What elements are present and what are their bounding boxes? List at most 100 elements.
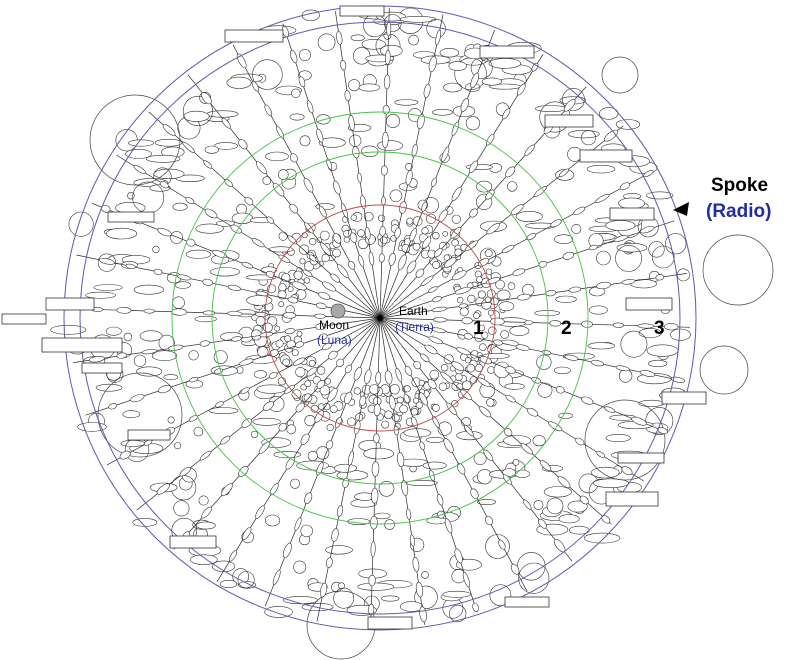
belt-ellipse [264, 606, 293, 618]
spoke-ellipse [99, 258, 115, 265]
spoke-ellipse [526, 233, 537, 241]
spoke-ellipse [202, 310, 215, 316]
cluster-circle [442, 231, 449, 237]
scatter-ellipse [381, 595, 400, 602]
spoke-ellipse [424, 344, 438, 355]
spoke-ellipse [326, 158, 333, 170]
scatter-ellipse [586, 164, 616, 174]
spoke-ellipse [306, 367, 318, 377]
large-circle [699, 345, 749, 395]
spoke-ellipse [382, 104, 390, 115]
cluster-circle [476, 276, 483, 283]
spoke-ellipse [655, 274, 665, 281]
spoke-ellipse [272, 569, 281, 586]
scatter-ellipse [194, 315, 217, 323]
spoke-ellipse [240, 387, 250, 394]
spoke-ellipse [314, 410, 324, 423]
scatter-circle [348, 79, 361, 92]
spoke-ellipse [510, 563, 520, 575]
scatter-ellipse [216, 220, 236, 227]
belt-ellipse [357, 582, 395, 591]
belt-ellipse [122, 410, 141, 419]
perimeter-box [544, 114, 594, 128]
large-circle [601, 56, 639, 94]
spoke-ellipse [256, 161, 267, 175]
spoke-ellipse [278, 254, 291, 263]
scatter-ellipse [515, 469, 530, 479]
spoke-ellipse [440, 371, 454, 384]
belt-circle [562, 88, 585, 111]
cluster-circle [472, 312, 480, 320]
belt-circle [665, 233, 687, 255]
spoke-line [136, 317, 381, 511]
cluster-circle [301, 232, 308, 239]
cluster-circle [318, 403, 325, 410]
cluster-circle [477, 290, 486, 299]
belt-circle [333, 587, 355, 609]
scatter-ellipse [553, 366, 571, 375]
scatter-circle [278, 231, 288, 241]
spoke-ellipse [441, 146, 450, 162]
spoke-ellipse [393, 426, 400, 436]
cluster-circle [319, 385, 330, 396]
belt-circle [677, 268, 690, 282]
spoke-ellipse [373, 433, 380, 444]
scatter-ellipse [422, 461, 447, 470]
perimeter-box [367, 616, 413, 630]
cluster-circle [500, 330, 509, 339]
spoke-ellipse [526, 407, 539, 417]
scatter-ellipse [558, 412, 573, 419]
spoke-label: Spoke [711, 175, 769, 196]
spoke-ellipse [639, 370, 656, 377]
spoke-ellipse [320, 582, 328, 598]
cluster-circle [421, 227, 429, 235]
belt-ellipse [605, 433, 631, 442]
spoke-ellipse [477, 377, 491, 387]
spoke-ellipse [579, 495, 589, 505]
spoke-ellipse [472, 602, 479, 612]
spoke-ellipse [486, 223, 500, 235]
belt-ellipse [605, 220, 636, 231]
spoke-ellipse [465, 240, 478, 252]
spoke-ellipse [303, 177, 314, 193]
spoke-ellipse [619, 182, 631, 191]
perimeter-box [625, 297, 673, 311]
spoke-ellipse [431, 177, 438, 187]
cluster-circle [485, 268, 493, 275]
moon-label-es: (Luna) [317, 333, 352, 347]
spoke-ellipse [227, 284, 241, 291]
cluster-circle [478, 343, 487, 352]
spoke-ellipse [409, 534, 415, 547]
spoke-ellipse [230, 224, 242, 234]
spoke-ellipse [336, 31, 343, 45]
spoke-ellipse [640, 226, 655, 234]
spoke-ellipse [322, 281, 336, 292]
scatter-circle [537, 382, 553, 398]
earth-icon [383, 296, 437, 350]
cluster-circle [284, 335, 291, 343]
spoke-ellipse [186, 238, 196, 247]
spoke-ellipse [182, 141, 195, 154]
spoke-ellipse [531, 62, 539, 72]
spoke-ellipse [435, 29, 442, 46]
spoke-ellipse [581, 396, 594, 405]
scatter-ellipse [403, 428, 432, 438]
spoke-ellipse [380, 165, 388, 176]
belt-ellipse [219, 579, 238, 588]
spoke-ellipse [304, 492, 313, 505]
spoke-ellipse [375, 371, 382, 385]
belt-circle [615, 244, 643, 272]
spoke-ellipse [451, 361, 465, 371]
spoke-ellipse [404, 365, 413, 376]
spoke-ellipse [141, 348, 158, 355]
spoke-ellipse [289, 203, 299, 214]
spoke-ellipse [143, 308, 155, 314]
cluster-circle [350, 214, 357, 221]
scatter-circle [571, 224, 582, 235]
spoke-ellipse [548, 421, 563, 432]
spoke-ellipse [251, 80, 259, 92]
spoke-line [379, 54, 544, 319]
large-circle [97, 372, 183, 458]
spoke-ellipse [337, 264, 349, 278]
